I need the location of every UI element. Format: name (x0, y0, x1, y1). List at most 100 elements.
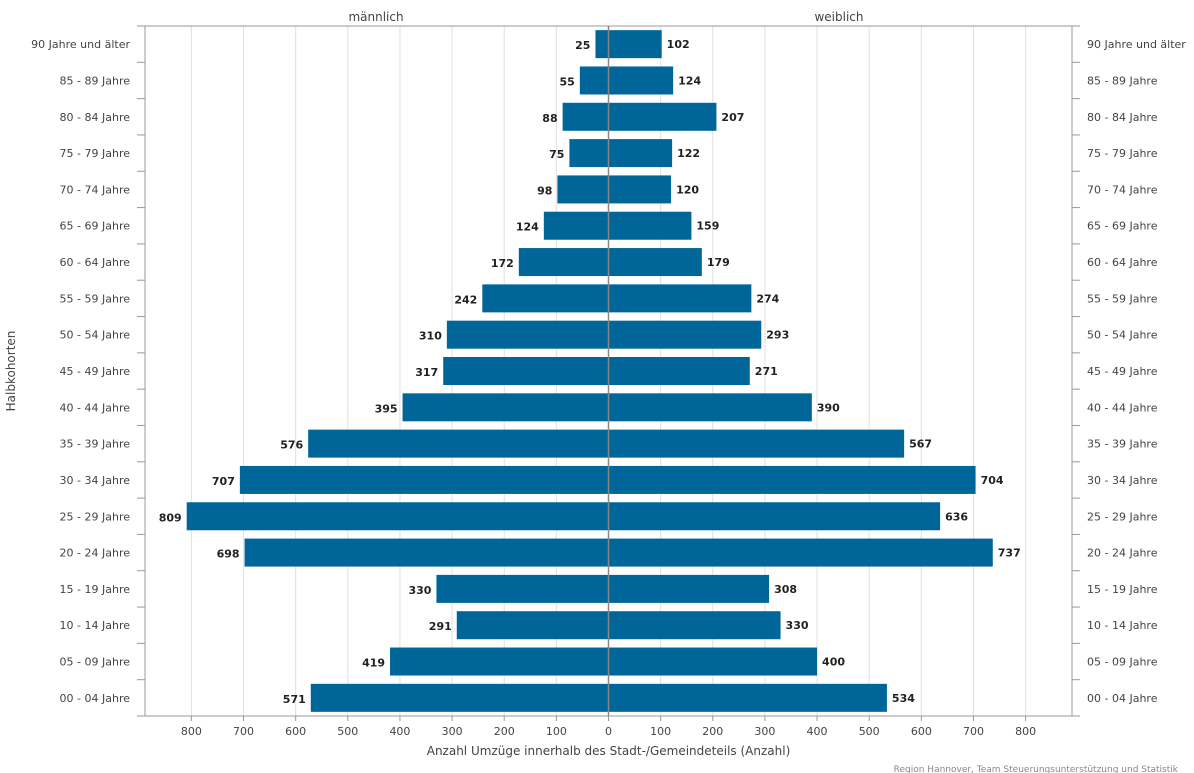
category-label-left: 55 - 59 Jahre (60, 292, 131, 305)
bar-weiblich (608, 30, 662, 59)
category-label-left: 15 - 19 Jahre (60, 583, 131, 596)
category-label-right: 55 - 59 Jahre (1087, 292, 1158, 305)
bar-maennlich (562, 102, 609, 131)
bar-maennlich (482, 284, 609, 313)
data-label-weiblich: 102 (667, 38, 690, 51)
x-tick-label: 600 (285, 725, 306, 738)
category-label-left: 50 - 54 Jahre (60, 329, 131, 342)
data-label-maennlich: 124 (516, 221, 539, 234)
bar-weiblich (608, 139, 673, 168)
data-label-maennlich: 25 (575, 39, 590, 52)
x-tick-label: 0 (605, 725, 612, 738)
data-label-weiblich: 159 (696, 220, 719, 233)
category-label-right: 75 - 79 Jahre (1087, 147, 1158, 160)
bar-maennlich (543, 211, 609, 240)
category-label-right: 35 - 39 Jahre (1087, 438, 1158, 451)
bar-maennlich (390, 647, 609, 676)
x-tick-label: 200 (494, 725, 515, 738)
data-label-maennlich: 809 (159, 511, 182, 524)
bar-weiblich (608, 465, 976, 494)
x-tick-label: 700 (233, 725, 254, 738)
bar-maennlich (239, 465, 609, 494)
category-label-right: 60 - 64 Jahre (1087, 256, 1158, 269)
category-label-right: 40 - 44 Jahre (1087, 401, 1158, 414)
data-label-weiblich: 271 (755, 365, 778, 378)
bar-weiblich (608, 320, 762, 349)
x-tick-label: 400 (389, 725, 410, 738)
x-tick-label: 100 (546, 725, 567, 738)
category-label-left: 70 - 74 Jahre (60, 183, 131, 196)
bar-weiblich (608, 574, 770, 603)
data-label-weiblich: 120 (676, 183, 699, 196)
data-label-weiblich: 293 (766, 329, 789, 342)
category-label-left: 10 - 14 Jahre (60, 619, 131, 632)
data-label-weiblich: 179 (707, 256, 730, 269)
bar-weiblich (608, 175, 672, 204)
category-label-right: 30 - 34 Jahre (1087, 474, 1158, 487)
category-label-left: 80 - 84 Jahre (60, 111, 131, 124)
bar-weiblich (608, 66, 674, 95)
data-label-weiblich: 400 (822, 656, 845, 669)
data-label-maennlich: 291 (429, 620, 452, 633)
data-label-weiblich: 122 (677, 147, 700, 160)
x-tick-label: 300 (442, 725, 463, 738)
category-label-right: 25 - 29 Jahre (1087, 510, 1158, 523)
data-label-weiblich: 330 (786, 619, 809, 632)
data-label-maennlich: 242 (454, 293, 477, 306)
category-label-left: 35 - 39 Jahre (60, 438, 131, 451)
data-label-weiblich: 704 (981, 474, 1004, 487)
x-tick-label: 700 (963, 725, 984, 738)
bar-maennlich (579, 66, 609, 95)
data-label-maennlich: 317 (415, 366, 438, 379)
x-tick-label: 300 (754, 725, 775, 738)
data-label-maennlich: 55 (560, 75, 575, 88)
bar-weiblich (608, 248, 702, 277)
data-label-weiblich: 636 (945, 510, 968, 523)
data-label-weiblich: 308 (774, 583, 797, 596)
category-label-left: 25 - 29 Jahre (60, 510, 131, 523)
bar-maennlich (443, 357, 609, 385)
bar-weiblich (608, 502, 941, 531)
data-label-maennlich: 571 (283, 693, 306, 706)
data-label-weiblich: 390 (817, 401, 840, 414)
bar-maennlich (186, 502, 609, 531)
x-tick-label: 800 (1015, 725, 1036, 738)
bar-maennlich (557, 175, 609, 204)
bar-weiblich (608, 611, 781, 640)
bar-maennlich (244, 538, 609, 567)
category-label-left: 20 - 24 Jahre (60, 547, 131, 560)
category-label-left: 40 - 44 Jahre (60, 401, 131, 414)
category-label-right: 10 - 14 Jahre (1087, 619, 1158, 632)
category-label-left: 30 - 34 Jahre (60, 474, 131, 487)
category-label-left: 00 - 04 Jahre (60, 692, 131, 705)
category-label-right: 50 - 54 Jahre (1087, 329, 1158, 342)
category-label-right: 70 - 74 Jahre (1087, 183, 1158, 196)
category-label-left: 45 - 49 Jahre (60, 365, 131, 378)
data-label-maennlich: 395 (375, 402, 398, 415)
bars (186, 30, 993, 712)
category-label-right: 45 - 49 Jahre (1087, 365, 1158, 378)
x-axis-title: Anzahl Umzüge innerhalb des Stadt-/Gemei… (427, 744, 791, 758)
bar-maennlich (518, 248, 609, 277)
bar-maennlich (308, 429, 609, 458)
x-tick-label: 500 (859, 725, 880, 738)
bar-weiblich (608, 284, 752, 313)
x-tick-label: 800 (181, 725, 202, 738)
bar-weiblich (608, 538, 993, 567)
category-label-left: 60 - 64 Jahre (60, 256, 131, 269)
category-label-right: 80 - 84 Jahre (1087, 111, 1158, 124)
labels: 800 700 600 500 400 300 200 100 0 100 200 300 400 500… (31, 38, 1186, 738)
category-label-left: 75 - 79 Jahre (60, 147, 131, 160)
bar-maennlich (402, 393, 609, 422)
bar-maennlich (436, 574, 609, 603)
data-label-maennlich: 310 (419, 330, 442, 343)
bar-maennlich (446, 320, 609, 349)
bar-weiblich (608, 647, 818, 676)
source-note: Region Hannover, Team Steuerungsunterstü… (894, 765, 1179, 773)
data-label-maennlich: 419 (362, 657, 385, 670)
category-label-right: 90 Jahre und älter (1087, 38, 1186, 51)
bar-maennlich (569, 139, 609, 168)
data-label-maennlich: 330 (408, 584, 431, 597)
bar-weiblich (608, 683, 887, 712)
